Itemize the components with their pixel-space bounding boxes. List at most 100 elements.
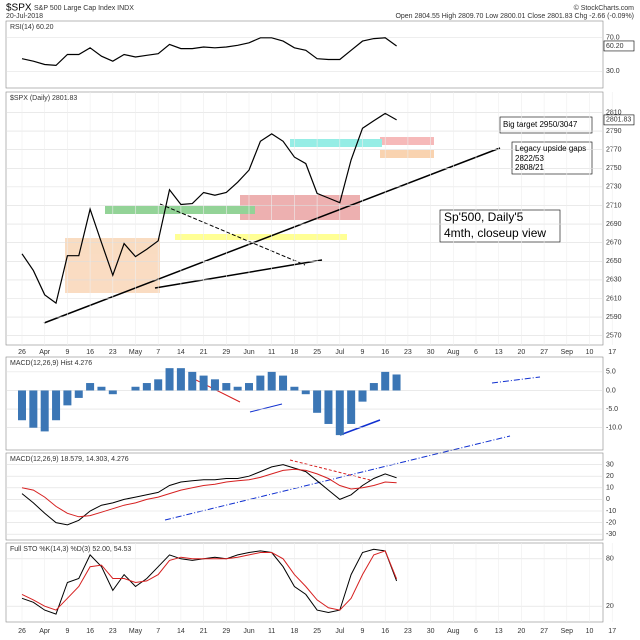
bar (18, 390, 26, 421)
x-tick-label: 13 (495, 628, 503, 635)
panel-label: $SPX (Daily) 2801.83 (10, 95, 77, 102)
gap-box (290, 139, 382, 147)
trend-line (249, 403, 283, 413)
bar (210, 379, 219, 391)
bar (86, 383, 95, 391)
x-tick-label: 18 (291, 349, 299, 356)
x-tick-label: 6 (474, 628, 478, 635)
bar (63, 390, 72, 406)
last-value-label: 2801.83 (606, 117, 631, 124)
x-tick-label: 21 (200, 349, 208, 356)
series-line (21, 464, 397, 526)
x-tick-label: 11 (268, 349, 275, 356)
bar (142, 383, 151, 391)
x-tick-label: May (129, 628, 143, 635)
x-tick-label: 9 (361, 628, 365, 635)
y-tick-label: 70.0 (606, 35, 620, 42)
x-tick-label: 16 (381, 628, 389, 635)
bar (40, 390, 49, 432)
y-tick-label: 2630 (606, 277, 622, 284)
x-tick-label: Jun (243, 349, 254, 356)
panel-label: MACD(12,26,9) Hist 4.276 (10, 360, 92, 367)
panel-label: Full STO %K(14,3) %D(3) 52.00, 54.53 (10, 546, 131, 553)
gap-box (380, 150, 434, 158)
annotation: Big target 2950/3047 (503, 120, 578, 129)
x-tick-label: 9 (65, 628, 69, 635)
last-value-box (603, 40, 635, 52)
panel-frame (5, 91, 604, 346)
x-tick-label: 20 (518, 349, 526, 356)
x-tick-label: 29 (222, 349, 230, 356)
x-tick-label: Aug (447, 628, 460, 635)
bar (52, 390, 61, 421)
x-tick-label: 27 (540, 628, 548, 635)
x-tick-label: Jul (335, 628, 344, 635)
y-tick-label: -10 (606, 508, 616, 515)
bar (369, 383, 378, 391)
last-value-label: 60.20 (606, 43, 624, 50)
x-tick-label: 25 (313, 628, 321, 635)
x-tick-label: 20 (518, 628, 526, 635)
series-line (21, 550, 398, 611)
annotation: 2822/53 (515, 154, 544, 163)
bar (74, 390, 83, 398)
y-tick-label: 2750 (606, 165, 622, 172)
gap-box (380, 137, 434, 145)
bar (290, 386, 299, 391)
y-tick-label: 2650 (606, 258, 622, 265)
y-tick-label: 2710 (606, 202, 622, 209)
bar (245, 383, 253, 391)
x-tick-label: 30 (427, 628, 435, 635)
trend-line (159, 203, 306, 266)
quote: Open 2804.55 High 2809.70 Low 2800.01 Cl… (395, 13, 634, 20)
y-tick-label: 0 (606, 496, 610, 503)
y-tick-label: 2590 (606, 314, 622, 321)
series-line (21, 468, 397, 518)
y-tick-label: 0.0 (606, 387, 616, 394)
bar (199, 375, 208, 391)
annotation-box (439, 209, 561, 243)
y-tick-label: -10.0 (606, 425, 622, 432)
y-tick-label: 2670 (606, 240, 622, 247)
y-tick-label: 2690 (606, 221, 622, 228)
symbol: $SPX (6, 3, 32, 14)
x-tick-label: May (129, 349, 143, 356)
annotation-box (499, 116, 593, 134)
x-tick-label: 23 (404, 349, 412, 356)
x-tick-label: 7 (156, 349, 160, 356)
x-tick-label: 25 (313, 349, 321, 356)
bar (392, 374, 401, 391)
y-tick-label: -30 (606, 531, 616, 538)
y-tick-label: 2610 (606, 295, 622, 302)
bar (131, 386, 140, 391)
y-tick-label: 20 (606, 473, 614, 480)
x-tick-label: 17 (608, 349, 616, 356)
y-tick-label: 30.0 (606, 68, 620, 75)
bar (324, 390, 333, 424)
x-tick-label: 17 (608, 628, 616, 635)
gap-box (175, 234, 347, 240)
panel-frame (5, 542, 604, 623)
y-tick-label: -20 (606, 519, 616, 526)
price-line (21, 112, 397, 305)
x-tick-label: 16 (86, 349, 94, 356)
y-tick-label: 20 (606, 603, 614, 610)
index-name: S&P 500 Large Cap Index INDX (34, 5, 134, 12)
trend-line (289, 459, 371, 481)
y-tick-label: 80 (606, 556, 614, 563)
y-tick-label: -5.0 (606, 406, 618, 413)
x-tick-label: 23 (404, 628, 412, 635)
x-tick-label: 21 (200, 628, 208, 635)
x-tick-label: 26 (18, 628, 26, 635)
x-tick-label: 13 (495, 349, 503, 356)
x-tick-label: Aug (447, 349, 460, 356)
annotation: Legacy upside gaps (515, 144, 586, 153)
bar (301, 390, 310, 395)
y-tick-label: 30 (606, 461, 614, 468)
x-tick-label: 23 (109, 349, 117, 356)
panel-frame (5, 356, 604, 451)
x-tick-label: 14 (177, 349, 185, 356)
y-tick-label: 2770 (606, 147, 622, 154)
